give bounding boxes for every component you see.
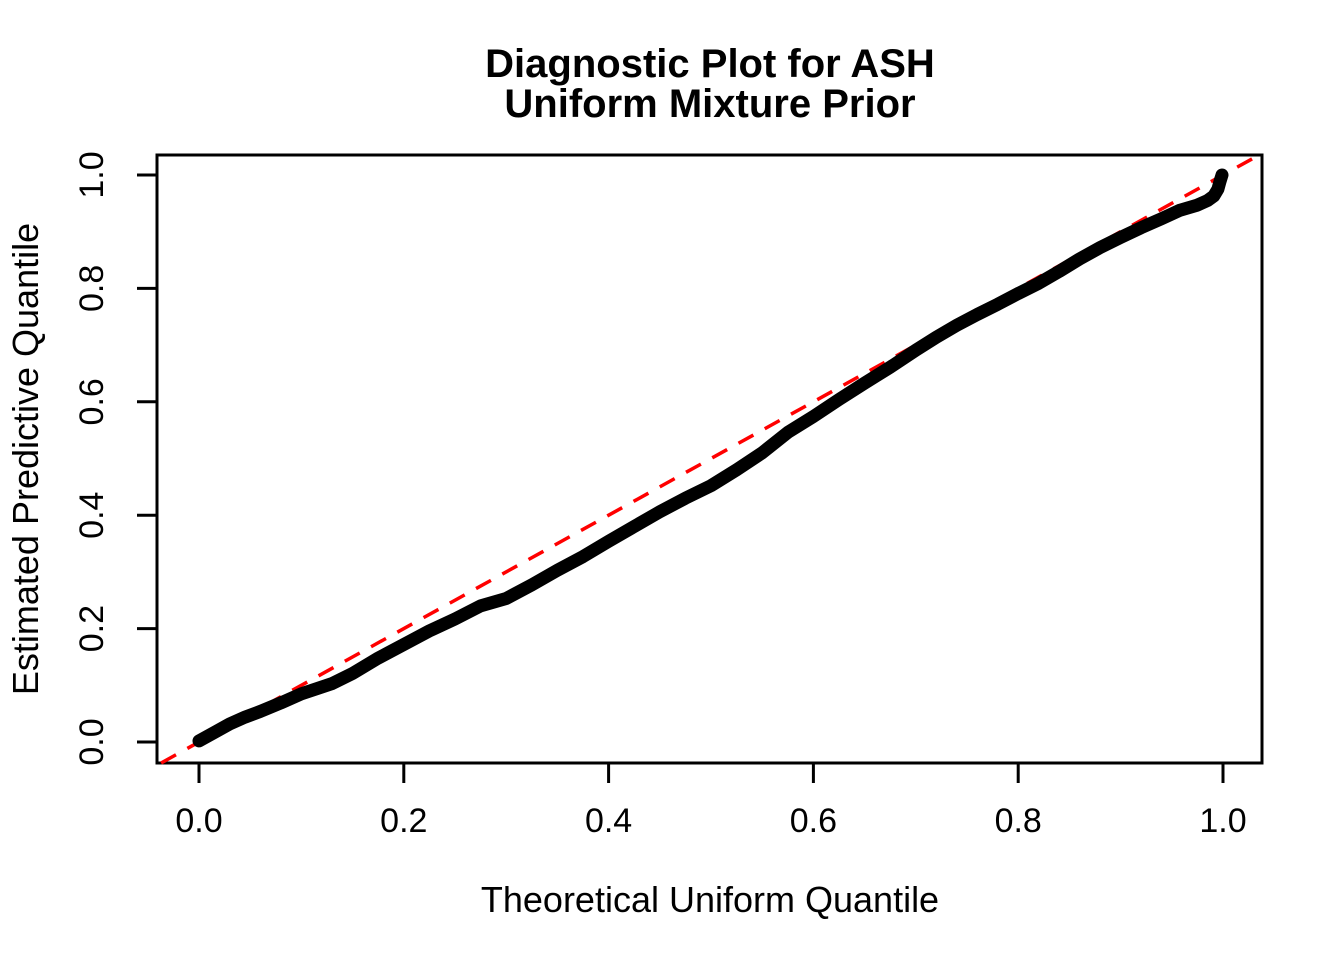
x-tick-label: 0.0: [175, 802, 222, 840]
y-axis-label: Estimated Predictive Quantile: [5, 223, 46, 695]
x-axis-label: Theoretical Uniform Quantile: [481, 879, 939, 920]
y-tick-label: 1.0: [73, 151, 111, 198]
x-tick-label: 0.4: [585, 802, 632, 840]
plot-title-line2: Uniform Mixture Prior: [504, 82, 915, 126]
plot-box: [155, 153, 1264, 765]
y-tick-label: 0.4: [73, 492, 111, 539]
x-tick-label: 0.6: [790, 802, 837, 840]
x-axis-ticks: 0.0 0.2 0.4 0.6 0.8 1.0: [175, 763, 1247, 840]
x-tick-label: 1.0: [1199, 802, 1246, 840]
plot-title-line1: Diagnostic Plot for ASH: [485, 42, 935, 86]
y-axis-ticks: 0.0 0.2 0.4 0.6 0.8 1.0: [73, 151, 157, 766]
x-tick-label: 0.2: [380, 802, 427, 840]
y-tick-label: 0.2: [73, 605, 111, 652]
y-tick-label: 0.6: [73, 378, 111, 425]
y-tick-label: 0.8: [73, 265, 111, 312]
x-tick-label: 0.8: [995, 802, 1042, 840]
qq-curve: [192, 168, 1229, 748]
y-tick-label: 0.0: [73, 718, 111, 765]
